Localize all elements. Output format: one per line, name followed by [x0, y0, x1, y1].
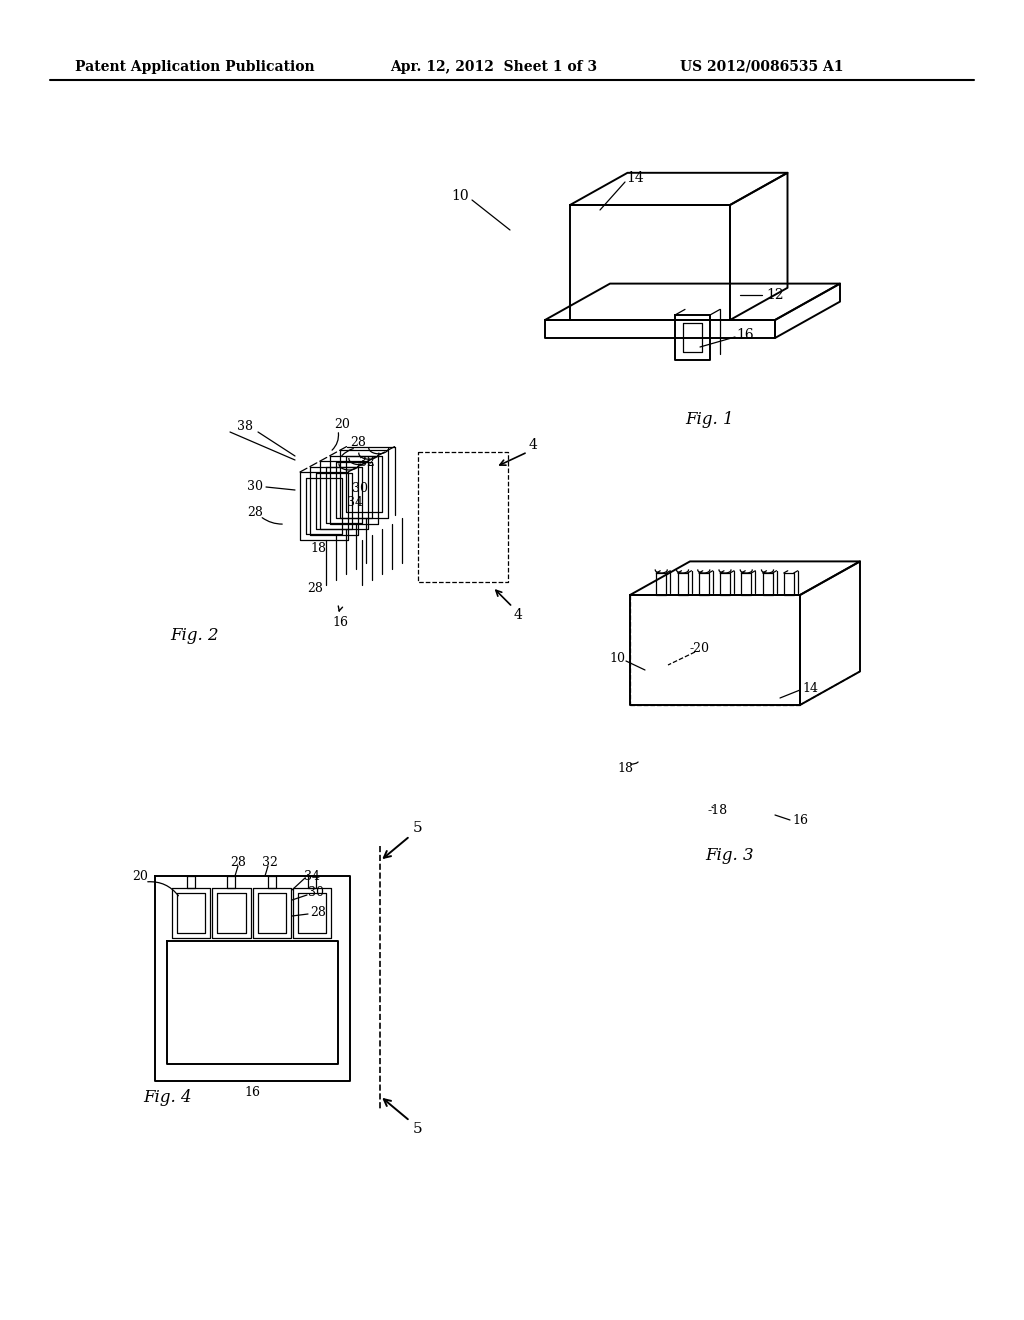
Text: Fig. 2: Fig. 2	[171, 627, 219, 644]
Text: 14: 14	[802, 681, 818, 694]
Text: Fig. 4: Fig. 4	[143, 1089, 193, 1106]
Text: 18: 18	[617, 762, 633, 775]
Text: 20: 20	[334, 418, 350, 432]
Text: 28: 28	[230, 855, 246, 869]
Text: 10: 10	[609, 652, 625, 665]
Text: 16: 16	[792, 813, 808, 826]
Text: -20: -20	[690, 642, 710, 655]
Text: 28: 28	[350, 437, 366, 450]
Text: 38: 38	[237, 421, 253, 433]
Text: 5: 5	[414, 1122, 423, 1137]
Text: 30: 30	[308, 887, 324, 899]
Text: 16: 16	[736, 327, 754, 342]
Text: 32: 32	[262, 855, 278, 869]
Text: 30: 30	[247, 480, 263, 494]
Text: 4: 4	[513, 609, 522, 622]
Text: 20: 20	[132, 870, 147, 883]
Text: 14: 14	[626, 172, 644, 185]
Text: 32: 32	[359, 455, 375, 469]
Text: Apr. 12, 2012  Sheet 1 of 3: Apr. 12, 2012 Sheet 1 of 3	[390, 59, 597, 74]
Text: Patent Application Publication: Patent Application Publication	[75, 59, 314, 74]
Text: 4: 4	[528, 438, 537, 451]
Text: 28: 28	[307, 582, 323, 594]
Text: 28: 28	[247, 507, 263, 520]
Text: Fig. 3: Fig. 3	[706, 846, 755, 863]
Text: US 2012/0086535 A1: US 2012/0086535 A1	[680, 59, 844, 74]
Text: 28: 28	[310, 906, 326, 919]
Text: 12: 12	[766, 288, 783, 302]
Text: 16: 16	[332, 615, 348, 628]
Text: -18: -18	[708, 804, 728, 817]
Text: 30: 30	[352, 482, 368, 495]
Text: 18: 18	[310, 541, 326, 554]
Text: 34: 34	[347, 496, 362, 510]
Text: Fig. 1: Fig. 1	[686, 412, 734, 429]
Text: 16: 16	[244, 1086, 260, 1100]
Text: 34: 34	[304, 870, 319, 883]
Text: 10: 10	[452, 189, 469, 203]
Text: 5: 5	[414, 821, 423, 836]
